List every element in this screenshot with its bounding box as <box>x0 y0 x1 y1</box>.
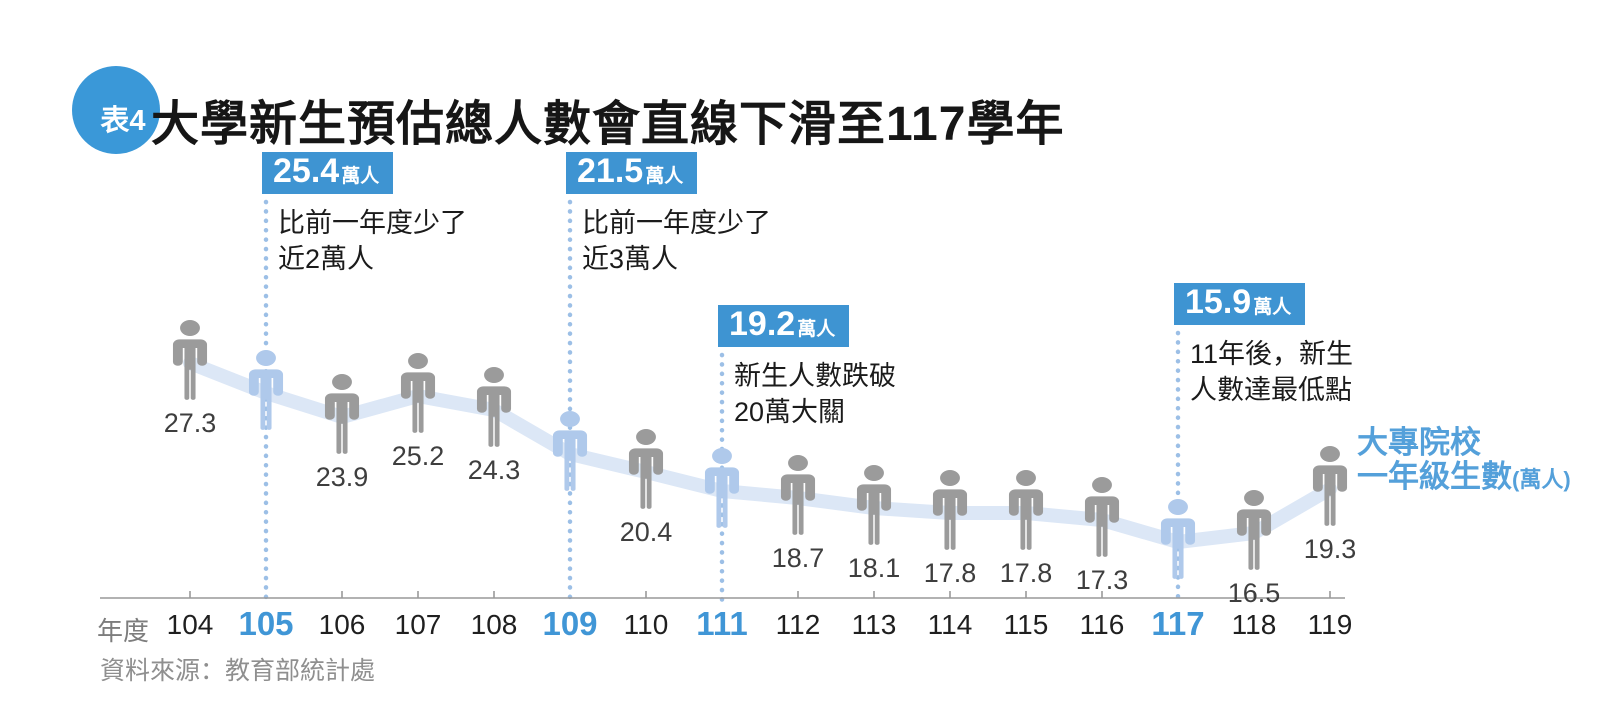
annotation-note-109: 比前一年度少了 近3萬人 <box>582 208 771 274</box>
person-icon-105 <box>243 350 289 434</box>
value-label-118: 16.5 <box>1227 578 1281 608</box>
trend-band <box>183 356 1337 549</box>
year-label-114: 114 <box>927 609 973 640</box>
year-label-105: 105 <box>238 605 294 642</box>
person-icon-108 <box>471 367 517 451</box>
annotation-unit: 萬人 <box>341 166 380 187</box>
annotation-box-117: 15.9 萬人 <box>1174 283 1306 325</box>
year-label-107: 107 <box>394 609 442 640</box>
person-icon-107 <box>395 353 441 437</box>
year-label-117: 117 <box>1151 605 1205 642</box>
annotation-value: 25.4 <box>273 152 340 190</box>
year-label-106: 106 <box>318 609 366 640</box>
legend-line2: 一年級生數(萬人) <box>1357 459 1571 494</box>
page-title: 大學新生預估總人數會直線下滑至117學年 <box>151 98 1065 151</box>
person-icon-119 <box>1307 446 1353 530</box>
annotation-note-111: 新生人數跌破 20萬大關 <box>734 361 896 427</box>
annotation-box-111: 19.2 萬人 <box>718 305 850 347</box>
value-label-110: 20.4 <box>619 517 673 547</box>
annotation-box-109: 21.5 萬人 <box>566 152 698 194</box>
year-label-116: 116 <box>1079 609 1125 640</box>
legend-unit: (萬人) <box>1512 467 1571 492</box>
value-label-115: 17.8 <box>999 558 1053 588</box>
annotation-unit: 萬人 <box>645 166 684 187</box>
person-icon-112 <box>775 455 821 539</box>
table-badge: 表4 <box>72 66 160 154</box>
annotation-value: 21.5 <box>577 152 644 190</box>
person-icon-114 <box>927 470 973 554</box>
person-icon-111 <box>699 448 745 532</box>
table-badge-label: 表4 <box>100 105 146 137</box>
year-label-111: 111 <box>696 605 748 642</box>
value-label-104: 27.3 <box>163 408 217 438</box>
value-label-116: 17.3 <box>1075 565 1129 595</box>
series-legend: 大專院校 一年級生數(萬人) <box>1357 426 1571 497</box>
person-icon-118 <box>1231 490 1277 574</box>
person-icon-109 <box>547 411 593 495</box>
year-label-119: 119 <box>1307 609 1353 640</box>
annotation-unit: 萬人 <box>797 319 836 340</box>
legend-line1: 大專院校 <box>1357 425 1481 460</box>
person-icon-106 <box>319 374 365 458</box>
person-icon-117 <box>1155 499 1201 583</box>
year-label-112: 112 <box>775 609 821 640</box>
year-label-110: 110 <box>623 609 669 640</box>
annotation-note-105: 比前一年度少了 近2萬人 <box>278 208 467 274</box>
x-axis-caption: 年度 <box>97 616 150 646</box>
value-label-107: 25.2 <box>391 441 445 471</box>
annotation-unit: 萬人 <box>1253 297 1292 318</box>
source-note: 資料來源：教育部統計處 <box>100 657 376 685</box>
value-label-106: 23.9 <box>315 462 369 492</box>
year-label-109: 109 <box>542 605 598 642</box>
year-label-108: 108 <box>470 609 518 640</box>
year-label-104: 104 <box>166 609 214 640</box>
year-label-118: 118 <box>1231 609 1277 640</box>
annotation-note-117: 11年後，新生 人數達最低點 <box>1190 339 1354 405</box>
value-label-114: 17.8 <box>923 558 977 588</box>
value-label-119: 19.3 <box>1303 534 1357 564</box>
person-icon-104 <box>167 320 213 404</box>
value-label-112: 18.7 <box>771 543 825 573</box>
value-label-108: 24.3 <box>467 455 521 485</box>
person-icon-113 <box>851 465 897 549</box>
year-label-113: 113 <box>851 609 897 640</box>
value-label-113: 18.1 <box>847 553 901 583</box>
person-icon-116 <box>1079 477 1125 561</box>
annotation-value: 19.2 <box>729 305 796 343</box>
person-icon-115 <box>1003 470 1049 554</box>
annotation-value: 15.9 <box>1185 283 1252 321</box>
year-label-115: 115 <box>1003 609 1049 640</box>
annotation-box-105: 25.4 萬人 <box>262 152 394 194</box>
person-icon-110 <box>623 429 669 513</box>
